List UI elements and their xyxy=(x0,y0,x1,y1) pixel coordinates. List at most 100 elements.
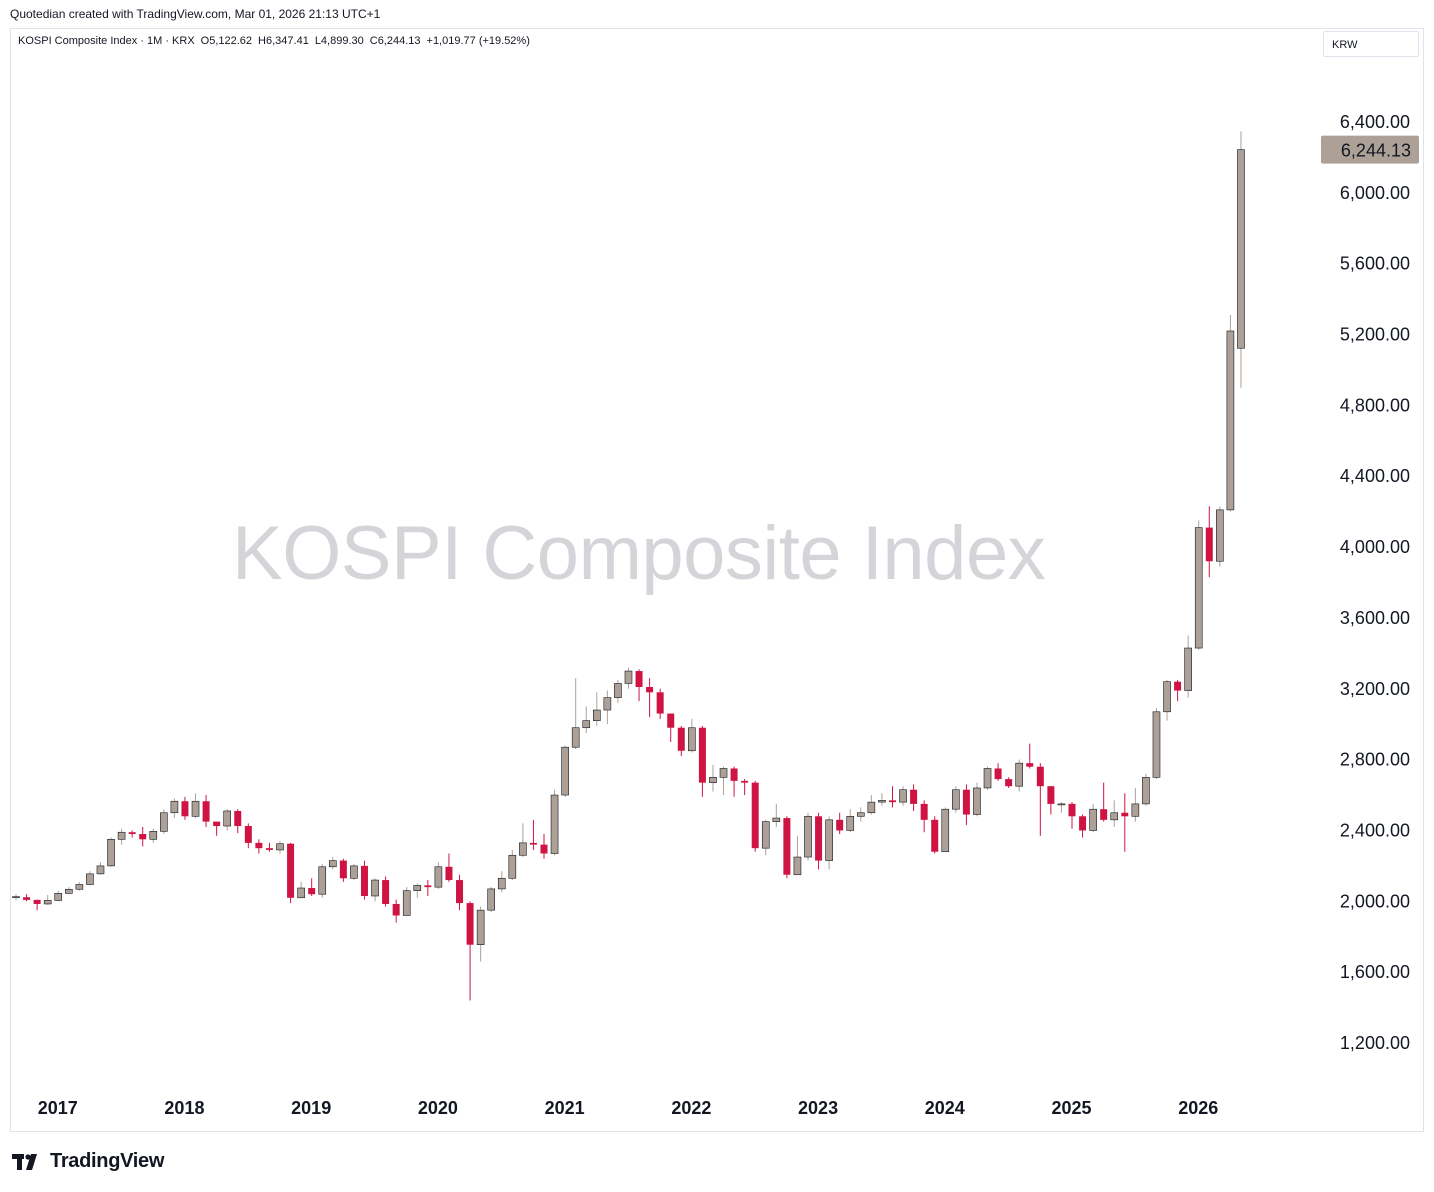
candle-body xyxy=(751,782,759,849)
candle-body xyxy=(213,821,221,827)
candle-body xyxy=(65,888,73,894)
candle xyxy=(677,725,685,757)
legend-low: L4,899.30 xyxy=(314,35,364,47)
brand-name: TradingView xyxy=(50,1150,165,1172)
candle-body xyxy=(973,787,981,815)
candle xyxy=(23,894,31,902)
candle-body xyxy=(1142,777,1150,805)
candle-body xyxy=(297,887,305,899)
candle-body xyxy=(413,885,422,891)
last-price-marker: 6,244.13 xyxy=(1321,135,1419,164)
candle xyxy=(910,784,918,811)
candle xyxy=(962,784,970,826)
candle-body xyxy=(107,839,115,867)
candle-body xyxy=(730,768,738,781)
candle xyxy=(117,828,126,845)
candle-body xyxy=(1110,812,1119,821)
candle-body xyxy=(392,903,400,916)
candle-body xyxy=(878,800,886,803)
candle xyxy=(1216,506,1224,567)
candle-body xyxy=(234,810,242,827)
candle-body xyxy=(550,794,559,854)
candle-body xyxy=(434,866,443,888)
candle-body xyxy=(688,727,696,752)
candle xyxy=(856,807,865,822)
candle xyxy=(730,766,738,797)
x-tick-label: 2017 xyxy=(38,1098,78,1118)
candle xyxy=(1068,802,1076,829)
candle xyxy=(181,796,189,820)
candle xyxy=(54,890,63,902)
candle-body xyxy=(1057,803,1066,806)
candle-body xyxy=(23,897,31,900)
candle-body xyxy=(308,888,316,895)
candle-body xyxy=(371,879,379,897)
candle-body xyxy=(1163,681,1171,713)
time-axis: 2017 2018 2019 2020 2021 2022 2023 2024 2025 2026 xyxy=(38,1098,1219,1118)
candle-body xyxy=(117,831,126,840)
candle xyxy=(65,887,73,895)
candle-body xyxy=(783,818,791,875)
y-tick-label: 2,400.00 xyxy=(1340,820,1410,840)
candle-body xyxy=(244,826,252,843)
candle-body xyxy=(1237,149,1245,349)
candle-body xyxy=(170,800,179,814)
candle xyxy=(519,823,527,858)
candle-body xyxy=(424,885,432,888)
candle-body xyxy=(318,866,327,895)
candle-body xyxy=(445,866,453,881)
candle-body xyxy=(571,727,580,748)
x-tick-label: 2020 xyxy=(418,1098,458,1118)
candle xyxy=(772,803,781,827)
candle xyxy=(540,834,548,859)
candle xyxy=(878,793,886,806)
x-tick-label: 2021 xyxy=(545,1098,585,1118)
candle-body xyxy=(804,815,812,858)
candle-body xyxy=(899,789,907,803)
candle xyxy=(107,837,115,867)
candle xyxy=(487,887,496,912)
candle-body xyxy=(1184,647,1192,691)
candle xyxy=(709,764,717,792)
candle xyxy=(761,819,770,856)
candle-body xyxy=(856,812,865,817)
brand-footer: TradingView xyxy=(12,1150,164,1173)
candle-body xyxy=(33,899,41,904)
candle xyxy=(1089,803,1097,833)
candle xyxy=(1131,787,1140,822)
candle xyxy=(382,876,390,907)
y-tick-label: 4,000.00 xyxy=(1340,537,1410,557)
candle xyxy=(96,862,105,875)
candle-body xyxy=(519,842,527,856)
candle-body xyxy=(255,842,263,849)
candle xyxy=(793,835,802,876)
symbol-legend: KOSPI Composite Index · 1M · KRX O5,122.6… xyxy=(18,35,536,47)
candle-body xyxy=(761,821,770,849)
candle xyxy=(255,839,263,854)
candle xyxy=(308,878,316,896)
currency-selector[interactable]: KRW xyxy=(1323,31,1419,57)
candle xyxy=(339,858,347,882)
candle-body xyxy=(994,768,1002,780)
candle xyxy=(983,766,992,790)
legend-open: O5,122.62 xyxy=(200,35,253,47)
candle-body xyxy=(846,815,855,831)
candle-body xyxy=(276,843,284,851)
y-tick-label: 3,200.00 xyxy=(1340,679,1410,699)
candle-body xyxy=(487,888,496,911)
candle xyxy=(1152,708,1161,780)
candle-body xyxy=(1205,527,1213,562)
candle-body xyxy=(1068,803,1076,817)
candle xyxy=(392,899,400,923)
candle-body xyxy=(920,803,928,820)
candle-body xyxy=(456,880,464,904)
candle xyxy=(466,901,474,1001)
price-axis: 6,400.00 6,000.00 5,600.00 5,200.00 4,800.00… xyxy=(1340,112,1410,1053)
x-tick-label: 2026 xyxy=(1178,1098,1218,1118)
candle-body xyxy=(931,819,939,852)
candle-body xyxy=(793,856,802,876)
candles-layer xyxy=(12,131,1245,1001)
candle xyxy=(1047,786,1055,815)
candle xyxy=(265,842,273,852)
